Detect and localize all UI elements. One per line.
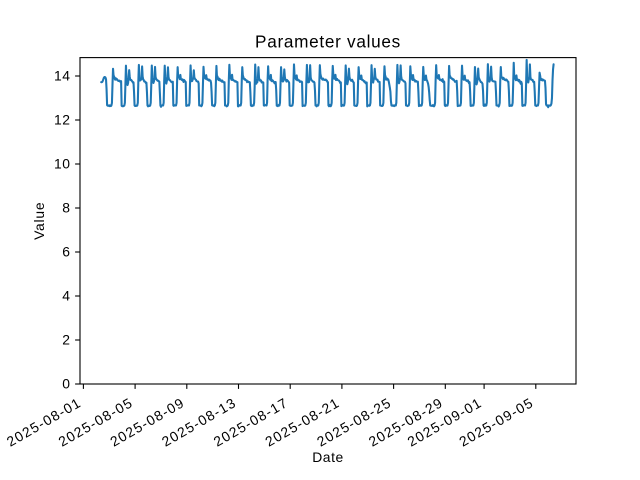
svg-text:Value: Value [31, 202, 47, 240]
svg-text:Date: Date [312, 449, 344, 465]
svg-text:12: 12 [54, 112, 70, 128]
svg-text:8: 8 [62, 200, 70, 216]
svg-text:4: 4 [62, 288, 70, 304]
svg-text:0: 0 [62, 376, 70, 392]
svg-text:14: 14 [54, 68, 70, 84]
svg-text:2: 2 [62, 332, 70, 348]
svg-text:10: 10 [54, 156, 70, 172]
svg-text:6: 6 [62, 244, 70, 260]
svg-text:Parameter values: Parameter values [255, 32, 401, 52]
